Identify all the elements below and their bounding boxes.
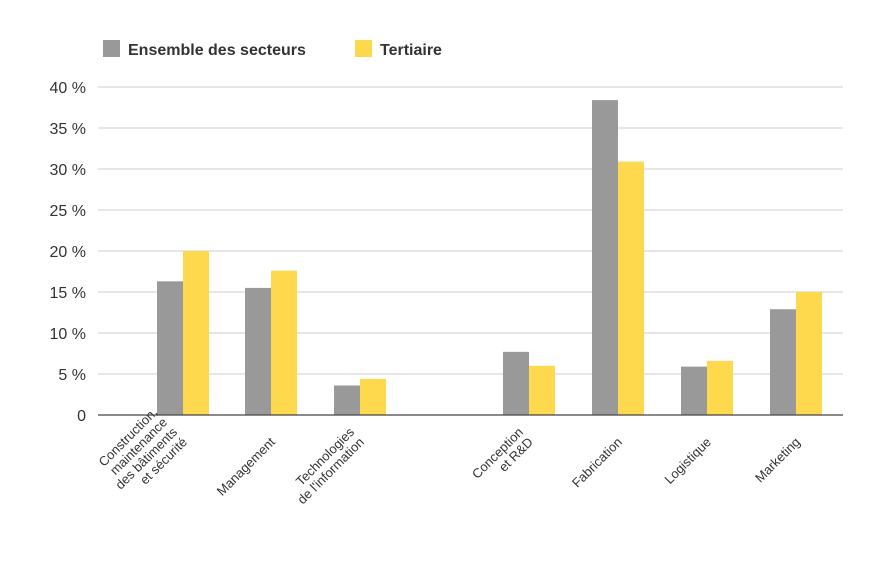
bar-tertiaire bbox=[796, 292, 822, 415]
x-category-label: Logistique bbox=[661, 434, 714, 487]
legend-swatch-series-1 bbox=[103, 40, 120, 57]
y-tick-label: 25 % bbox=[50, 203, 86, 220]
y-tick-label: 35 % bbox=[50, 121, 86, 138]
bar-ensemble bbox=[245, 287, 271, 415]
legend: Ensemble des secteurs Tertiaire bbox=[103, 40, 442, 59]
y-tick-label: 10 % bbox=[50, 326, 86, 343]
bar-ensemble bbox=[681, 366, 707, 415]
legend-label-series-2: Tertiaire bbox=[380, 42, 442, 59]
x-category-label: Management bbox=[214, 434, 279, 499]
y-tick-label: 40 % bbox=[50, 80, 86, 97]
bar-tertiaire bbox=[183, 251, 209, 415]
bar-tertiaire bbox=[707, 360, 733, 415]
bar-ensemble bbox=[503, 351, 529, 415]
y-tick-label: 0 bbox=[77, 408, 86, 425]
gridlines bbox=[98, 86, 843, 375]
legend-swatch-series-2 bbox=[355, 40, 372, 57]
y-axis-tick-labels: 0 5 % 10 % 15 % 20 % 25 % 30 % 35 % 40 % bbox=[50, 80, 87, 425]
y-tick-label: 20 % bbox=[50, 244, 86, 261]
bar-tertiaire bbox=[360, 378, 386, 415]
x-category-label-line: Management bbox=[214, 434, 279, 499]
bar-ensemble bbox=[770, 309, 796, 415]
bar-ensemble bbox=[334, 385, 360, 415]
x-category-label-line: Fabrication bbox=[569, 434, 625, 490]
y-tick-label: 15 % bbox=[50, 285, 86, 302]
bar-tertiaire bbox=[618, 161, 644, 415]
x-category-label-line: Marketing bbox=[752, 434, 803, 485]
x-category-label-line: Logistique bbox=[661, 434, 714, 487]
y-tick-label: 30 % bbox=[50, 162, 86, 179]
bar-tertiaire bbox=[529, 365, 555, 415]
bars bbox=[157, 100, 822, 416]
bar-ensemble bbox=[592, 100, 618, 416]
y-tick-label: 5 % bbox=[58, 367, 86, 384]
legend-label-series-1: Ensemble des secteurs bbox=[128, 42, 306, 59]
x-category-label: Marketing bbox=[752, 434, 803, 485]
bar-ensemble bbox=[157, 281, 183, 415]
bar-tertiaire bbox=[271, 270, 297, 415]
x-category-label: Fabrication bbox=[569, 434, 625, 490]
